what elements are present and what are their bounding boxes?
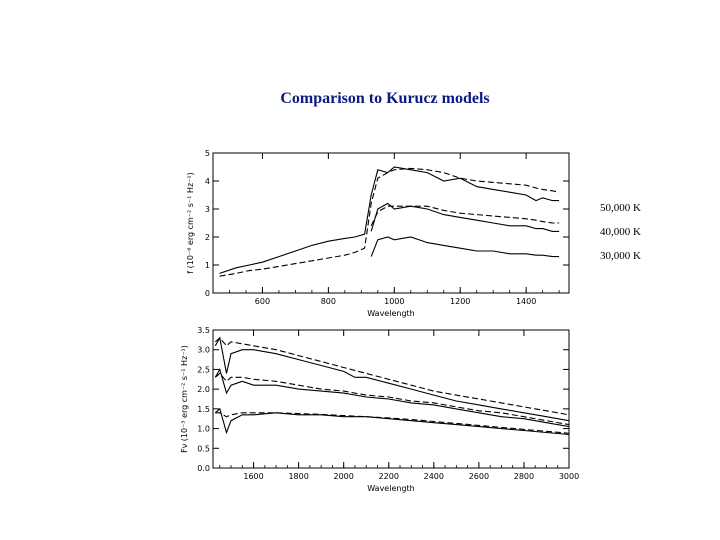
- plot-frame: [212, 329, 570, 469]
- x-tick-label: 1400: [516, 297, 536, 306]
- y-tick-label: 2: [205, 233, 210, 242]
- y-tick-label: 0.0: [197, 464, 210, 473]
- x-tick-label: 1600: [243, 472, 263, 481]
- series-line-1: [214, 336, 569, 422]
- series-line-1: [219, 166, 560, 274]
- x-tick-label: 1000: [384, 297, 404, 306]
- y-tick-label: 3.0: [197, 346, 210, 355]
- x-tick-label: 600: [255, 297, 270, 306]
- y-tick-label: 3: [205, 205, 210, 214]
- y-tick-label: 4: [205, 177, 210, 186]
- temperature-label: 40,000 K: [600, 226, 641, 238]
- x-tick-label: 2400: [424, 472, 444, 481]
- y-tick-label: 2.0: [197, 385, 210, 394]
- series-line-6: [215, 412, 569, 434]
- series-line-3: [214, 367, 569, 428]
- series-line-5: [370, 236, 560, 258]
- series-line-2: [214, 337, 569, 416]
- y-tick-label: 1: [205, 261, 210, 270]
- chart-bottom: 1600 1800 2000 2200 2400 2600 2800 3000 0.0 0.5 1.…: [180, 326, 579, 493]
- x-tick-label: 1800: [288, 472, 308, 481]
- y-tick-label: 1.5: [197, 405, 210, 414]
- y-tick-label: 0: [205, 289, 210, 298]
- series-line-4: [370, 205, 560, 227]
- x-axis-label: Wavelength: [367, 309, 414, 318]
- temperature-label: 50,000 K: [600, 202, 641, 214]
- x-tick-label: 2000: [334, 472, 354, 481]
- y-tick-label: 2.5: [197, 365, 210, 374]
- plot-frame: [212, 152, 570, 294]
- x-tick-label: 2600: [469, 472, 489, 481]
- temperature-label: 30,000 K: [600, 250, 641, 262]
- y-tick-label: 0.5: [197, 444, 210, 453]
- chart-top: 600 800 1000 1200 1400 0 1 2 3 4 5 Wavelength f (10⁻…: [186, 149, 641, 318]
- series-line-5: [214, 407, 569, 436]
- x-axis-label: Wavelength: [367, 484, 414, 493]
- y-axis-label: f (10⁻⁶ erg cm⁻² s⁻¹ Hz⁻¹): [186, 172, 195, 273]
- x-tick-label: 2200: [379, 472, 399, 481]
- y-tick-label: 5: [205, 149, 210, 158]
- x-tick-label: 3000: [559, 472, 579, 481]
- series-line-4: [214, 372, 569, 426]
- series-line-2: [219, 167, 560, 277]
- y-tick-label: 3.5: [197, 326, 210, 335]
- y-axis-label: Fν (10⁻³ erg cm⁻² s⁻¹ Hz⁻¹): [180, 345, 189, 453]
- x-tick-label: 800: [321, 297, 336, 306]
- slide-title: Comparison to Kurucz models: [280, 90, 490, 107]
- series-line-3: [370, 202, 560, 232]
- x-tick-label: 2800: [514, 472, 534, 481]
- y-tick-label: 1.0: [197, 425, 210, 434]
- x-tick-label: 1200: [450, 297, 470, 306]
